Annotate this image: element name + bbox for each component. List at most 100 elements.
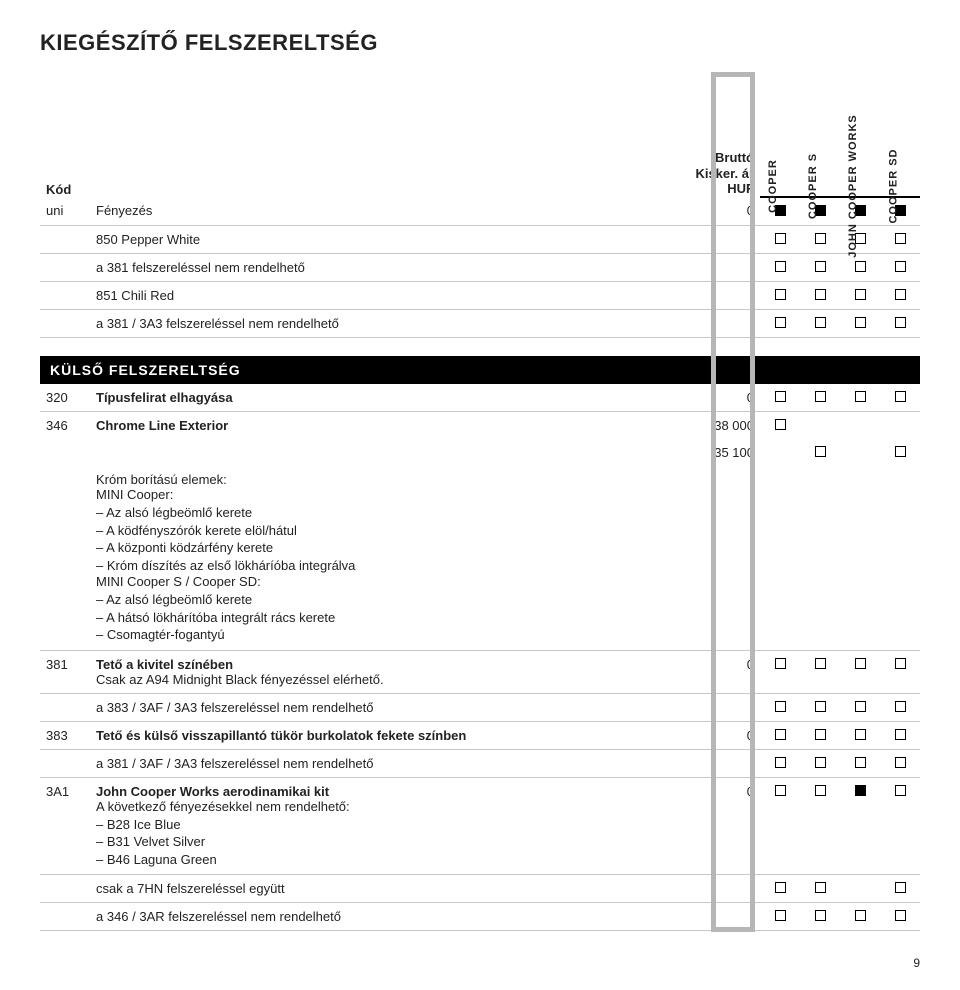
table-row: 346Chrome Line Exterior38 000 [40,412,920,440]
table-row: 320Típusfelirat elhagyása0 [40,384,920,412]
code-cell [40,749,90,777]
mark-empty-icon [815,910,826,921]
table-row: 381Tető a kivitel színébenCsak az A94 Mi… [40,650,920,693]
mark-cell [760,439,800,466]
mark-empty-icon [895,446,906,457]
mark-cell [760,254,800,282]
mark-empty-icon [815,233,826,244]
price-cell [670,749,760,777]
mark-empty-icon [815,882,826,893]
mark-empty-icon [775,658,786,669]
price-cell [670,254,760,282]
price-cell: 0 [670,384,760,412]
price-cell [670,903,760,931]
mark-cell [840,310,880,338]
mark-empty-icon [775,391,786,402]
mark-cell [880,310,920,338]
header-price-3: HUF [676,181,754,197]
price-cell: 0 [670,197,760,226]
mark-empty-icon [775,785,786,796]
code-cell: 383 [40,721,90,749]
desc-cell: Króm borítású elemek:MINI Cooper:Az alsó… [90,466,670,650]
mark-cell [800,466,840,650]
mark-empty-icon [775,419,786,430]
col-label-1: COOPER S [807,153,819,219]
desc-cell: 851 Chili Red [90,282,670,310]
mark-cell [880,693,920,721]
mark-cell [800,777,840,875]
mark-cell [880,650,920,693]
header-code: Kód [46,182,71,197]
mark-empty-icon [815,729,826,740]
mark-empty-icon [775,757,786,768]
code-cell: 346 [40,412,90,440]
desc-cell: Típusfelirat elhagyása [90,384,670,412]
table-row: a 381 felszereléssel nem rendelhető [40,254,920,282]
mark-empty-icon [855,729,866,740]
price-cell [670,693,760,721]
mark-empty-icon [855,289,866,300]
mark-cell [800,721,840,749]
table-row: 383Tető és külső visszapillantó tükör bu… [40,721,920,749]
code-cell [40,439,90,466]
mark-cell [760,749,800,777]
mark-cell [840,903,880,931]
mark-empty-icon [815,785,826,796]
mark-cell [800,875,840,903]
mark-cell [800,197,840,226]
header-price-1: Bruttó [676,150,754,166]
price-cell [670,282,760,310]
col-label-0: COOPER [767,159,779,213]
desc-cell: a 383 / 3AF / 3A3 felszereléssel nem ren… [90,693,670,721]
mark-empty-icon [895,729,906,740]
mark-empty-icon [815,658,826,669]
mark-cell [840,282,880,310]
mark-empty-icon [895,701,906,712]
table-row: uniFényezés0 [40,197,920,226]
mark-cell [880,282,920,310]
mark-cell [800,693,840,721]
mark-cell [840,466,880,650]
code-cell [40,466,90,650]
desc-cell: csak a 7HN felszereléssel együtt [90,875,670,903]
section-title-exterior: KÜLSŐ FELSZERELTSÉG [40,356,920,384]
mark-empty-icon [815,701,826,712]
mark-cell [760,412,800,440]
mark-empty-icon [855,317,866,328]
desc-cell: John Cooper Works aerodinamikai kitA köv… [90,777,670,875]
desc-cell: Chrome Line Exterior [90,412,670,440]
spec-table-ext: 320Típusfelirat elhagyása0346Chrome Line… [40,384,920,931]
table-row: 35 100 [40,439,920,466]
mark-cell [880,412,920,440]
code-cell [40,254,90,282]
mark-cell [760,693,800,721]
price-cell: 0 [670,777,760,875]
mark-cell [760,282,800,310]
header-price-2: Kisker. ár [676,166,754,182]
mark-filled-icon [855,785,866,796]
mark-cell [800,282,840,310]
mark-empty-icon [775,701,786,712]
code-cell: 3A1 [40,777,90,875]
mark-cell [880,197,920,226]
mark-cell [840,749,880,777]
table-row: a 381 / 3AF / 3A3 felszereléssel nem ren… [40,749,920,777]
mark-empty-icon [815,391,826,402]
mark-cell [760,384,800,412]
mark-empty-icon [775,233,786,244]
col-label-3: COOPER SD [887,148,899,223]
code-cell [40,226,90,254]
mark-empty-icon [855,261,866,272]
mark-cell [840,650,880,693]
mark-cell [840,777,880,875]
mark-cell [880,439,920,466]
mark-cell [800,903,840,931]
table-header: Kód Bruttó Kisker. ár HUF COOPER COOPER … [40,76,920,197]
mark-empty-icon [855,701,866,712]
mark-cell [880,254,920,282]
table-row: a 383 / 3AF / 3A3 felszereléssel nem ren… [40,693,920,721]
mark-empty-icon [815,261,826,272]
mark-cell [760,875,800,903]
mark-cell [800,310,840,338]
mark-cell [840,412,880,440]
